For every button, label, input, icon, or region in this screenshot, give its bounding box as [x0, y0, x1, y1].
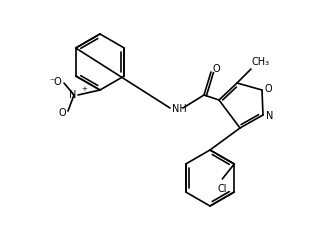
Text: O: O — [213, 64, 221, 74]
Text: ⁻O: ⁻O — [49, 77, 62, 87]
Text: Cl: Cl — [218, 184, 227, 194]
Text: O: O — [58, 108, 66, 118]
Text: N: N — [69, 90, 76, 100]
Text: N: N — [266, 111, 273, 121]
Text: +: + — [81, 86, 87, 92]
Text: CH₃: CH₃ — [252, 57, 270, 67]
Text: NH: NH — [172, 104, 187, 114]
Text: O: O — [265, 84, 273, 94]
